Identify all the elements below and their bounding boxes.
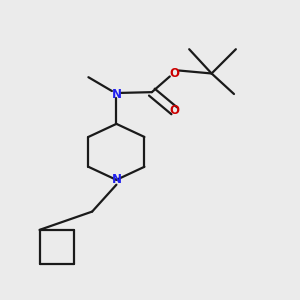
Text: O: O <box>169 67 179 80</box>
Text: N: N <box>111 173 122 186</box>
Text: N: N <box>111 88 122 100</box>
Text: O: O <box>169 104 179 117</box>
